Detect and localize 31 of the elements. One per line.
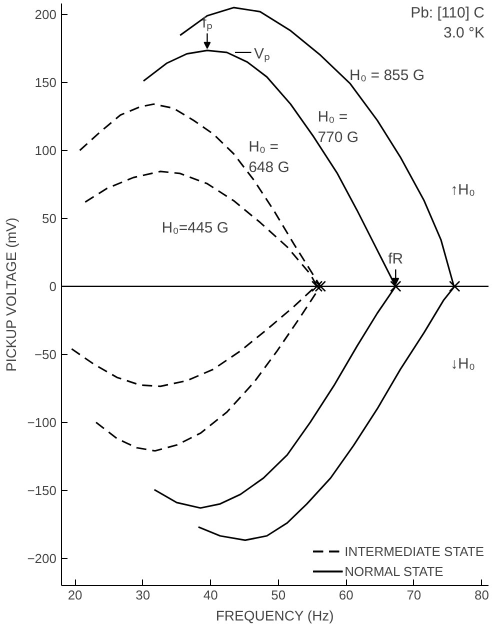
annotation: H₀=445 G: [162, 219, 228, 236]
x-tick-label: 50: [271, 588, 286, 602]
y-tick-label: 50: [42, 210, 57, 226]
legend-label: INTERMEDIATE STATE: [344, 544, 484, 558]
y-tick-label: −200: [27, 550, 57, 566]
y-tick-label: −150: [27, 482, 57, 498]
annotation: H₀ = 770 G: [318, 108, 359, 146]
y-tick-label: 100: [34, 142, 57, 158]
x-tick-label: 30: [136, 588, 150, 602]
annotation: fR: [388, 250, 404, 268]
legend-label: NORMAL STATE: [344, 564, 444, 578]
y-tick-label: −100: [27, 414, 57, 430]
annotation: fₚ: [202, 14, 212, 32]
annotation: Pb: [110] C: [410, 4, 485, 22]
annotation: Vₚ: [254, 45, 270, 62]
x-tick-label: 40: [203, 588, 218, 602]
y-tick-label: 150: [34, 74, 57, 90]
annotation: ↑H₀: [450, 181, 476, 198]
x-tick-label: 80: [474, 588, 489, 602]
y-axis-title: PICKUP VOLTAGE (mV): [3, 218, 20, 372]
y-tick-label: 200: [34, 6, 57, 22]
annotation: H₀ = 855 G: [350, 67, 425, 84]
y-tick-label: 0: [49, 278, 57, 294]
x-tick-label: 70: [406, 588, 422, 602]
x-tick-label: 60: [338, 588, 354, 602]
annotation: H₀ = 648 G: [248, 138, 290, 176]
y-tick-label: −50: [34, 346, 57, 362]
x-axis-title: FREQUENCY (Hz): [216, 608, 334, 624]
annotation: 3.0 °K: [443, 24, 485, 42]
annotation: ↓H₀: [450, 355, 476, 372]
x-tick-label: 20: [68, 588, 82, 602]
